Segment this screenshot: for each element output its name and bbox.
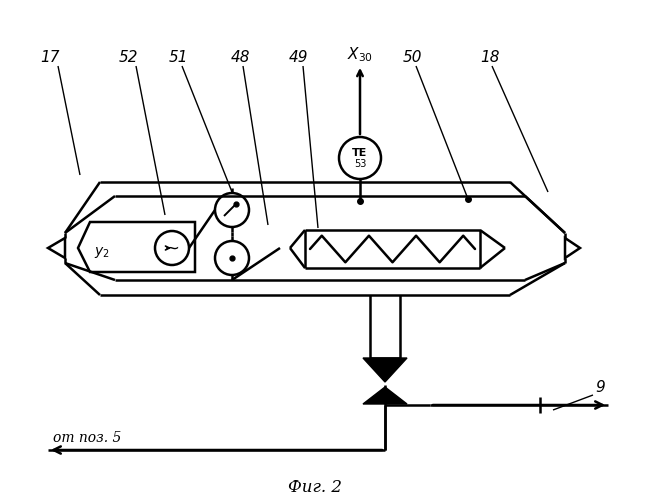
Text: 52: 52 [118,50,138,66]
Text: 18: 18 [480,50,500,66]
Text: 51: 51 [168,50,188,66]
Polygon shape [363,387,407,404]
Text: TE: TE [353,148,367,158]
Text: $y_2$: $y_2$ [94,244,110,260]
Text: 53: 53 [354,159,366,169]
Text: Фиг. 2: Фиг. 2 [288,480,342,496]
Text: 48: 48 [230,50,249,66]
Polygon shape [363,358,407,382]
Text: 50: 50 [402,50,422,66]
Text: ~: ~ [165,240,179,258]
Text: 9: 9 [595,380,605,396]
Text: $X_{30}$: $X_{30}$ [347,46,373,64]
Text: 49: 49 [288,50,308,66]
Text: 17: 17 [40,50,60,66]
Text: от поз. 5: от поз. 5 [53,431,121,445]
